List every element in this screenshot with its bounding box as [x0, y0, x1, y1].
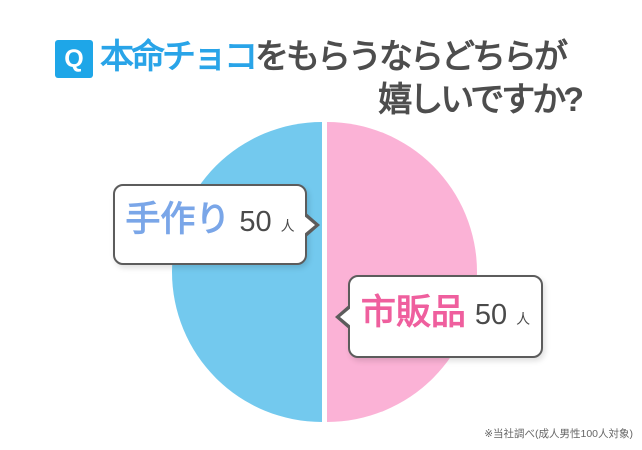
speech-tail-left-fill	[340, 306, 352, 327]
question-badge-letter: Q	[64, 44, 84, 73]
callout-bubble-storebought: 市販品 50 人	[335, 275, 543, 358]
title-highlight-text: 本命チョコ	[100, 38, 258, 76]
bubble-count-storebought: 50	[474, 299, 508, 331]
bubble-label-handmade: 手作り	[125, 200, 231, 239]
bubble-unit-storebought: 人	[516, 311, 531, 327]
title-line2: 嬉しいですか?	[378, 81, 584, 119]
bubble-count-handmade: 50	[239, 206, 272, 238]
survey-footnote: ※当社調べ(成人男性100人対象)	[484, 428, 633, 440]
pie-slice-handmade	[172, 122, 322, 422]
pie-slice-storebought	[327, 122, 477, 422]
speech-tail-right-fill	[303, 214, 315, 235]
title-line1: 本命チョコをもらうならどちらが	[100, 36, 568, 78]
bubble-label-storebought: 市販品	[360, 293, 466, 332]
title-line1-rest: をもらうならどちらが	[255, 38, 568, 76]
callout-bubble-handmade: 手作り 50 人	[113, 184, 320, 265]
question-badge: Q	[55, 40, 93, 78]
bubble-unit-handmade: 人	[280, 218, 295, 234]
